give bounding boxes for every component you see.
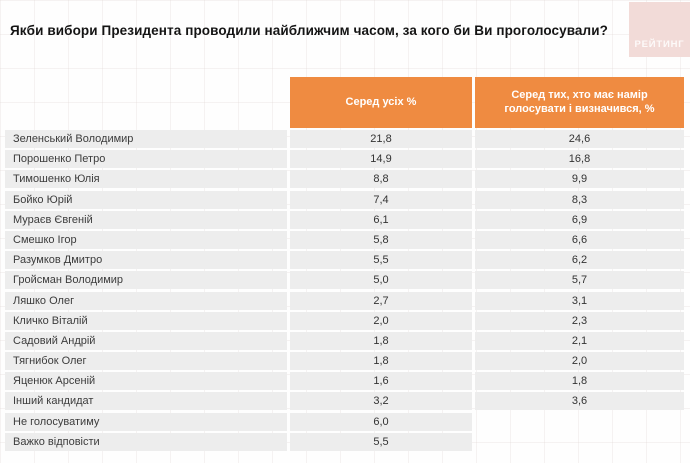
candidate-name-cell: Яценюк Арсеній (5, 372, 287, 391)
candidate-name-cell: Зеленський Володимир (5, 130, 287, 148)
value-decided-cell: 8,3 (475, 190, 684, 209)
value-decided-cell: 2,3 (475, 311, 684, 330)
value-all-cell: 14,9 (290, 150, 472, 169)
value-all-cell: 2,0 (290, 311, 472, 330)
candidate-name-cell: Смешко Ігор (5, 230, 287, 249)
value-all-cell: 21,8 (290, 130, 472, 148)
value-decided-cell: 24,6 (475, 130, 684, 148)
value-decided-cell: 2,0 (475, 352, 684, 371)
candidate-name-cell: Бойко Юрій (5, 190, 287, 209)
candidate-name-cell: Гройсман Володимир (5, 271, 287, 290)
value-all-cell: 8,8 (290, 170, 472, 189)
value-all-cell: 5,0 (290, 271, 472, 290)
table-row: Інший кандидат 3,2 3,6 (0, 392, 690, 411)
value-decided-cell (475, 433, 684, 451)
value-all-cell: 5,5 (290, 432, 472, 451)
candidate-name-cell: Кличко Віталій (5, 311, 287, 330)
value-decided-cell: 2,1 (475, 331, 684, 350)
table-row: Кличко Віталій 2,0 2,3 (0, 311, 690, 330)
candidate-name-cell: Важко відповісти (5, 432, 287, 451)
rating-logo-text: РЕЙТИНГ (634, 39, 685, 50)
table-row: Порошенко Петро 14,9 16,8 (0, 150, 690, 169)
value-all-cell: 6,0 (290, 412, 472, 431)
table-row: Мураєв Євгеній 6,1 6,9 (0, 210, 690, 229)
value-decided-cell: 6,2 (475, 251, 684, 270)
table-row: Смешко Ігор 5,8 6,6 (0, 230, 690, 249)
value-all-cell: 1,8 (290, 352, 472, 371)
value-decided-cell: 5,7 (475, 271, 684, 290)
table-row: Зеленський Володимир 21,8 24,6 (0, 130, 690, 148)
table-row: Не голосуватиму 6,0 (0, 412, 690, 431)
value-all-cell: 1,8 (290, 331, 472, 350)
value-decided-cell (475, 413, 684, 431)
value-all-cell: 2,7 (290, 291, 472, 310)
value-all-cell: 3,2 (290, 392, 472, 411)
value-decided-cell: 16,8 (475, 150, 684, 169)
value-decided-cell: 6,6 (475, 230, 684, 249)
candidate-name-cell: Не голосуватиму (5, 412, 287, 431)
table-row: Тягнибок Олег 1,8 2,0 (0, 352, 690, 371)
candidate-name-cell: Разумков Дмитро (5, 251, 287, 270)
table-row: Ляшко Олег 2,7 3,1 (0, 291, 690, 310)
value-decided-cell: 1,8 (475, 372, 684, 391)
rating-logo: РЕЙТИНГ (629, 2, 690, 57)
column-header-all: Серед усіх % (290, 77, 472, 128)
table-row: Важко відповісти 5,5 (0, 432, 690, 451)
value-decided-cell: 6,9 (475, 210, 684, 229)
candidate-name-cell: Мураєв Євгеній (5, 210, 287, 229)
candidate-name-cell: Порошенко Петро (5, 150, 287, 169)
table-row: Садовий Андрій 1,8 2,1 (0, 331, 690, 350)
value-decided-cell: 3,1 (475, 291, 684, 310)
table-row: Яценюк Арсеній 1,6 1,8 (0, 372, 690, 391)
value-all-cell: 6,1 (290, 210, 472, 229)
table-row: Разумков Дмитро 5,5 6,2 (0, 251, 690, 270)
table-row: Тимошенко Юлія 8,8 9,9 (0, 170, 690, 189)
table-row: Гройсман Володимир 5,0 5,7 (0, 271, 690, 290)
page-title: Якби вибори Президента проводили найближ… (10, 23, 608, 38)
candidate-name-cell: Тимошенко Юлія (5, 170, 287, 189)
candidate-name-cell: Тягнибок Олег (5, 352, 287, 371)
value-decided-cell: 9,9 (475, 170, 684, 189)
value-all-cell: 5,5 (290, 251, 472, 270)
candidate-name-cell: Інший кандидат (5, 392, 287, 411)
value-all-cell: 1,6 (290, 372, 472, 391)
column-header-decided: Серед тих, хто має намір голосувати і ви… (475, 77, 684, 128)
candidate-name-cell: Ляшко Олег (5, 291, 287, 310)
candidate-name-cell: Садовий Андрій (5, 331, 287, 350)
value-decided-cell: 3,6 (475, 392, 684, 411)
table-row: Бойко Юрій 7,4 8,3 (0, 190, 690, 209)
value-all-cell: 5,8 (290, 230, 472, 249)
table-body: Зеленський Володимир 21,8 24,6 Порошенко Пе… (0, 130, 690, 453)
value-all-cell: 7,4 (290, 190, 472, 209)
